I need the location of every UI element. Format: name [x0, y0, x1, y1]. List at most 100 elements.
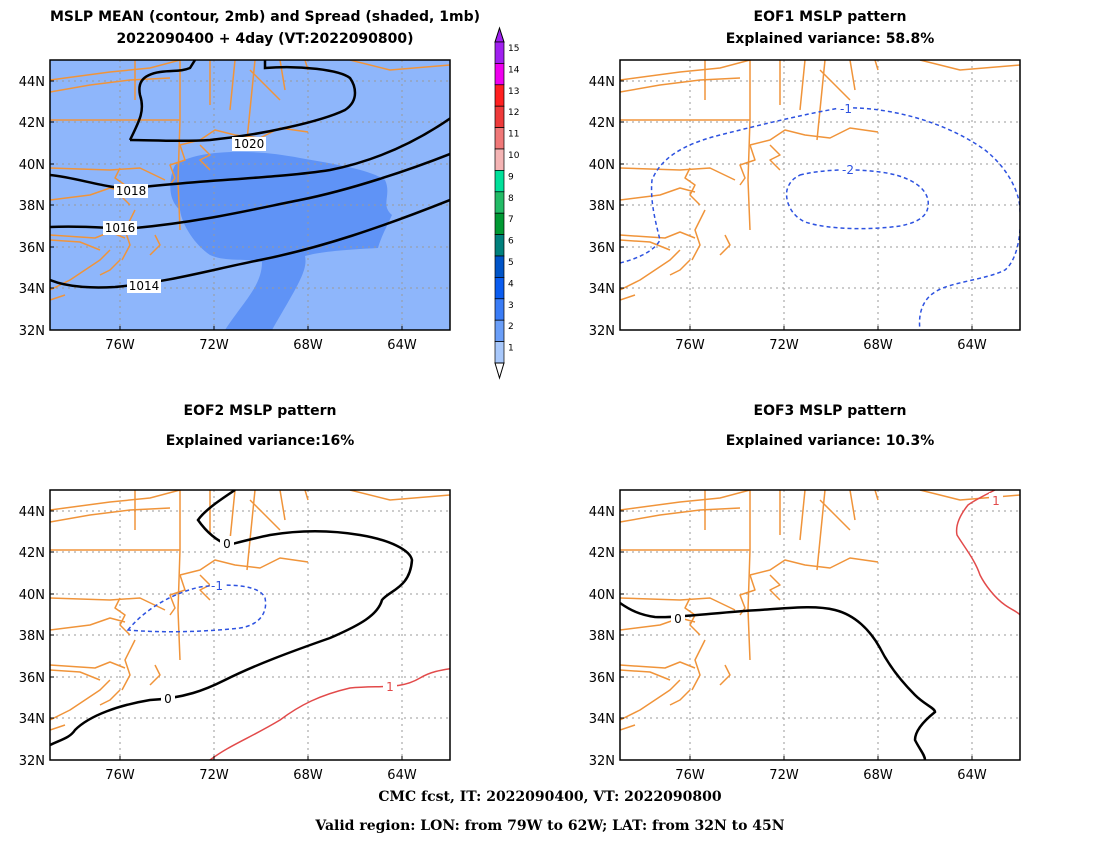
- title-line1: EOF1 MSLP pattern: [753, 9, 907, 25]
- lon-tick-label: 76W: [105, 338, 135, 353]
- colorbar-swatch: [494, 148, 505, 171]
- contour-label: 1: [992, 494, 1000, 508]
- map-frame: [619, 489, 1021, 761]
- colorbar-swatch: [494, 84, 505, 107]
- lat-tick-label: 32N: [19, 754, 45, 769]
- title-line2: Explained variance: 58.8%: [725, 31, 935, 47]
- lon-tick-label: 76W: [675, 338, 705, 353]
- footer-line2: Valid region: LON: from 79W to 62W; LAT:…: [315, 818, 785, 834]
- colorbar-swatch: [494, 105, 505, 128]
- spread-shading-mid: [170, 151, 392, 330]
- colorbar-swatch: [494, 277, 505, 300]
- mean-map-panel: 1020 1018 1016 1014: [49, 59, 451, 331]
- lat-tick-label: 44N: [589, 505, 615, 520]
- colorbar-label: 6: [508, 237, 514, 247]
- eof2-map-panel: 0 0 -1 1: [49, 489, 451, 761]
- contour-label: 1016: [105, 221, 136, 235]
- lat-tick-label: 34N: [19, 282, 45, 297]
- lon-tick-label: 68W: [293, 768, 323, 783]
- lat-tick-label: 38N: [589, 199, 615, 214]
- lat-tick-label: 44N: [19, 75, 45, 90]
- lon-tick-label: 64W: [957, 338, 987, 353]
- lat-tick-label: 36N: [19, 671, 45, 686]
- colorbar-label: 10: [508, 151, 520, 161]
- lat-tick-label: 40N: [19, 158, 45, 173]
- title-line2: 2022090400 + 4day (VT:2022090800): [116, 31, 414, 47]
- eof3-contour-labels: 0 1: [671, 493, 1003, 626]
- title-line2: Explained variance:16%: [165, 433, 355, 449]
- lon-tick-label: 64W: [957, 768, 987, 783]
- spread-colorbar: 15 14 13 12 11 10 9 8 7 6 5 4 3 2 1: [494, 26, 520, 380]
- grid-lines: [620, 60, 1020, 330]
- lon-tick-label: 72W: [199, 338, 229, 353]
- contour-label: 1: [386, 680, 394, 694]
- colorbar-swatch: [494, 298, 505, 321]
- colorbar-swatch: [494, 63, 505, 86]
- colorbar-swatch: [494, 170, 505, 193]
- lat-tick-label: 32N: [589, 754, 615, 769]
- panel-title-eof2: EOF2 MSLP pattern Explained variance:16%: [50, 403, 470, 449]
- title-line2: Explained variance: 10.3%: [725, 433, 935, 449]
- lon-tick-label: 72W: [769, 338, 799, 353]
- colorbar-label: 12: [508, 108, 519, 118]
- lat-tick-label: 36N: [589, 241, 615, 256]
- colorbar-swatch: [494, 41, 505, 64]
- colorbar-label: 11: [508, 130, 519, 140]
- colorbar-label: 4: [508, 279, 514, 289]
- lat-tick-label: 40N: [19, 588, 45, 603]
- mean-contour-labels: 1020 1018 1016 1014: [103, 137, 266, 293]
- lon-tick-label: 72W: [199, 768, 229, 783]
- colorbar-top-arrow: [494, 26, 505, 43]
- lat-tick-label: 42N: [19, 116, 45, 131]
- colorbar-swatch: [494, 127, 505, 150]
- lat-tick-label: 38N: [19, 199, 45, 214]
- grid-lines: [50, 490, 450, 760]
- lat-tick-label: 34N: [19, 712, 45, 727]
- axis-labels: 44N 42N 40N 38N 36N 34N 32N 76W 72W 68W 64W 44N 42N 4…: [19, 75, 987, 783]
- eof2-contours: [50, 490, 450, 760]
- lon-tick-label: 76W: [105, 768, 135, 783]
- lat-tick-label: 34N: [589, 712, 615, 727]
- colorbar-swatch: [494, 341, 505, 364]
- title-line1: MSLP MEAN (contour, 2mb) and Spread (sha…: [50, 9, 480, 25]
- lat-tick-label: 36N: [19, 241, 45, 256]
- coastlines: [620, 60, 1020, 301]
- coastlines: [620, 490, 1020, 731]
- colorbar-label: 5: [508, 258, 514, 268]
- lat-tick-label: 38N: [19, 629, 45, 644]
- colorbar-swatch: [494, 191, 505, 214]
- lon-tick-label: 72W: [769, 768, 799, 783]
- lat-tick-label: 40N: [589, 588, 615, 603]
- panel-title-eof3: EOF3 MSLP pattern Explained variance: 10…: [620, 403, 1040, 449]
- lon-tick-label: 68W: [293, 338, 323, 353]
- eof1-contours: [620, 107, 1020, 330]
- lat-tick-label: 42N: [589, 546, 615, 561]
- lon-tick-label: 64W: [387, 768, 417, 783]
- title-line1: EOF2 MSLP pattern: [183, 403, 337, 419]
- eof2-contour-labels: 0 0 -1 1: [161, 536, 397, 706]
- colorbar-label: 13: [508, 87, 519, 97]
- contour-label: 0: [164, 692, 172, 706]
- colorbar-bottom-arrow: [494, 362, 505, 380]
- colorbar-swatch: [494, 234, 505, 257]
- lat-tick-label: 42N: [589, 116, 615, 131]
- map-frame: [619, 59, 1021, 331]
- colorbar-label: 15: [508, 44, 519, 54]
- map-frame: [49, 489, 451, 761]
- contour-label: 0: [223, 537, 231, 551]
- lat-tick-label: 38N: [589, 629, 615, 644]
- coastlines: [50, 490, 450, 731]
- lat-tick-label: 44N: [19, 505, 45, 520]
- colorbar-swatch: [494, 212, 505, 235]
- map-frame: [49, 59, 451, 331]
- lat-tick-label: 32N: [589, 324, 615, 339]
- contour-label: 1014: [129, 279, 160, 293]
- colorbar-label: 8: [508, 194, 514, 204]
- colorbar-label: 7: [508, 215, 514, 225]
- colorbar-label: 9: [508, 172, 514, 182]
- lon-tick-label: 76W: [675, 768, 705, 783]
- lat-tick-label: 40N: [589, 158, 615, 173]
- contour-label: -1: [211, 579, 223, 593]
- contour-label: 0: [674, 612, 682, 626]
